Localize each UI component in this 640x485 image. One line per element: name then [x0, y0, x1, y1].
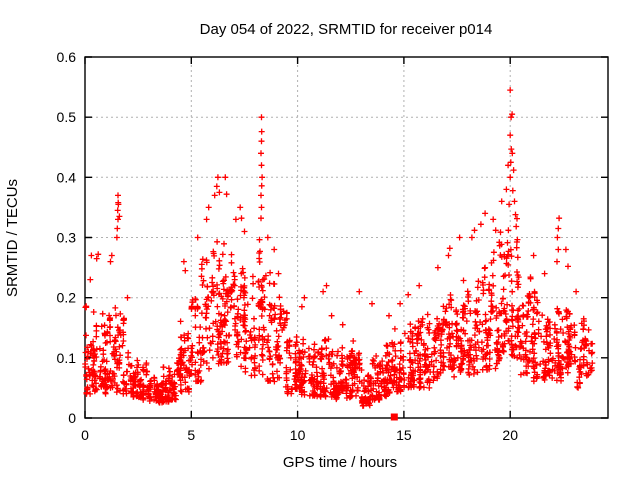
x-tick-labels: 0 5 10 15 20 [81, 427, 518, 443]
x-tick-label: 5 [187, 427, 195, 443]
y-axis-label: SRMTID / TECUs [4, 179, 21, 297]
y-tick-label: 0.3 [57, 230, 77, 246]
y-tick-label: 0 [68, 410, 76, 426]
y-tick-label: 0.6 [57, 49, 77, 65]
x-tick-label: 20 [502, 427, 518, 443]
scatter-points [82, 87, 596, 409]
chart-title: Day 054 of 2022, SRMTID for receiver p01… [200, 21, 493, 38]
x-tick-label: 10 [290, 427, 306, 443]
axis-ticks [84, 56, 608, 419]
x-tick-label: 15 [396, 427, 412, 443]
y-tick-label: 0.5 [57, 109, 77, 125]
y-tick-label: 0.1 [57, 350, 77, 366]
y-tick-labels: 0 0.1 0.2 0.3 0.4 0.5 0.6 [57, 49, 77, 426]
square-marker [390, 413, 398, 421]
x-axis-label: GPS time / hours [283, 454, 397, 471]
y-tick-label: 0.2 [57, 290, 77, 306]
x-tick-label: 0 [81, 427, 89, 443]
y-tick-label: 0.4 [57, 169, 77, 185]
